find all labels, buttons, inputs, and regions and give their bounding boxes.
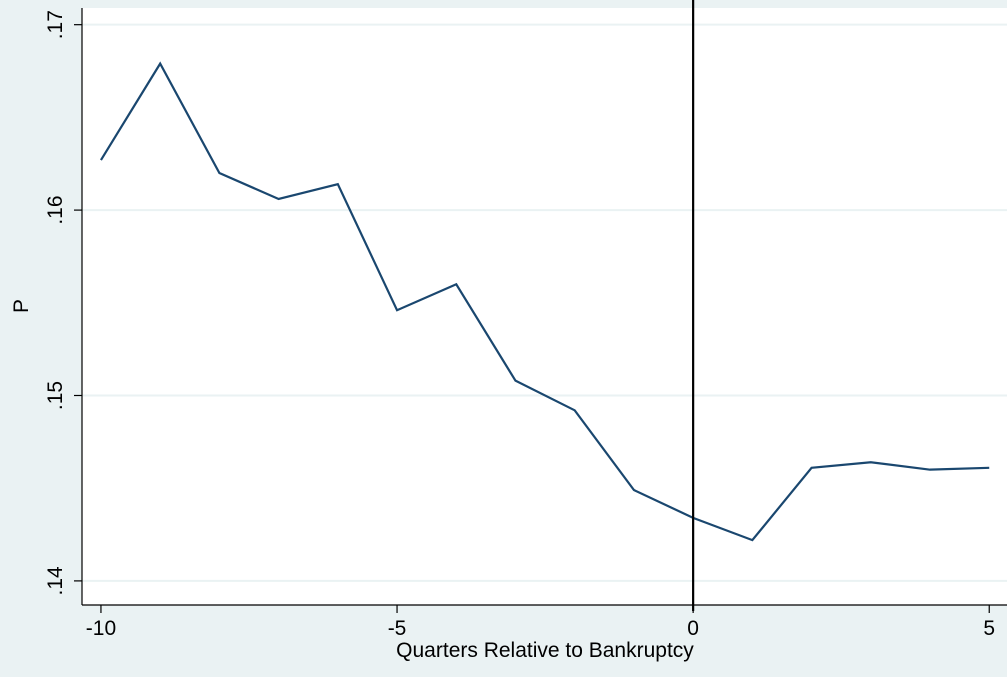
y-tick-label: .15 [44,381,67,410]
x-tick-label: 0 [687,617,699,640]
y-tick-label: .16 [44,195,67,224]
y-axis-label: P [10,299,33,313]
x-tick-label: 5 [983,617,995,640]
y-tick-label: .17 [44,10,67,39]
x-axis-label: Quarters Relative to Bankruptcy [396,639,694,662]
x-tick-label: -10 [86,617,116,640]
plot-area [82,8,1007,605]
y-tick-label: .14 [44,566,67,596]
x-tick-label: -5 [388,617,407,640]
data-line [100,61,990,542]
